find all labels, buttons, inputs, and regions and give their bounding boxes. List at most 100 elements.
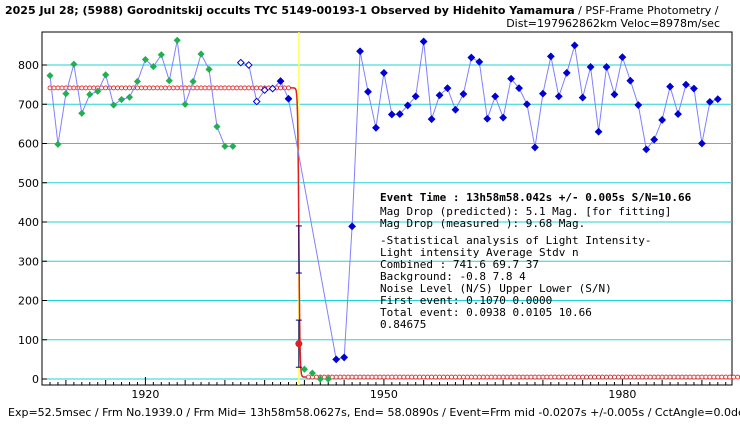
reference-point (110, 101, 118, 109)
model-point (409, 374, 415, 380)
model-point (488, 374, 494, 380)
measured-point (602, 63, 611, 71)
model-point (731, 374, 737, 380)
model-point (162, 85, 168, 91)
model-point (246, 85, 252, 91)
info-line: Mag Drop (measured ): 9.68 Mag. (380, 217, 585, 230)
measured-point (515, 84, 523, 93)
model-point (667, 374, 673, 380)
measured-point (523, 100, 531, 109)
model-point (588, 374, 593, 380)
reference-line (49, 40, 233, 147)
model-point (643, 374, 649, 380)
model-point (500, 374, 506, 380)
measured-point (244, 61, 253, 69)
model-point (83, 85, 89, 91)
model-point (552, 374, 558, 380)
measured-point (395, 110, 404, 118)
reference-point (300, 365, 308, 373)
model-point (305, 374, 311, 380)
measured-point (443, 84, 452, 93)
y-tick-label: 600 (18, 138, 39, 151)
measured-point (491, 92, 500, 101)
measured-point (586, 63, 595, 71)
model-point (123, 85, 128, 91)
model-point (214, 85, 220, 91)
measured-point (666, 82, 675, 91)
footer-text: Exp=52.5msec / Frm No.1939.0 / Frm Mid= … (8, 406, 740, 419)
model-point (663, 374, 669, 380)
y-tick-label: 400 (18, 216, 39, 229)
model-point (524, 374, 530, 380)
reference-point (157, 51, 165, 59)
model-point (616, 374, 621, 380)
model-point (254, 85, 260, 91)
model-point (158, 85, 164, 91)
model-point (536, 374, 542, 380)
model-point (139, 85, 144, 91)
model-point (119, 85, 124, 91)
model-point (683, 374, 689, 380)
model-point (457, 374, 462, 380)
measured-point (427, 115, 436, 124)
model-point (727, 374, 733, 380)
chart-subtitle: Dist=197962862km Veloc=8978m/sec (506, 17, 720, 30)
model-point (449, 374, 454, 380)
model-point (198, 85, 204, 91)
model-point (397, 374, 403, 380)
reference-point (173, 36, 181, 44)
reference-point (46, 72, 54, 80)
model-point (429, 374, 435, 380)
model-point (560, 374, 566, 380)
model-point (405, 374, 411, 380)
model-point (146, 85, 152, 91)
measured-point (364, 87, 372, 96)
reference-point (62, 90, 70, 98)
event-time-label: Event Time : 13h58m58.042s +/- 0.005s S/… (380, 191, 692, 204)
model-point (719, 374, 725, 380)
model-point (115, 85, 120, 91)
model-point (170, 85, 176, 91)
model-point (659, 374, 665, 380)
model-point (381, 374, 387, 380)
measured-point (467, 53, 476, 62)
measured-point (507, 74, 516, 83)
measured-point (538, 89, 547, 98)
model-point (437, 374, 442, 380)
measured-point (419, 37, 428, 46)
measured-point (268, 84, 277, 93)
model-point (623, 374, 629, 380)
model-point (425, 374, 431, 380)
y-tick-label: 700 (18, 98, 39, 111)
chart-title: 2025 Jul 28; (5988) Gorodnitskij occults… (5, 4, 719, 17)
model-point (445, 374, 450, 380)
model-point (556, 374, 562, 380)
model-point (548, 374, 554, 380)
model-point (242, 85, 248, 91)
model-point (51, 85, 57, 91)
model-point (492, 374, 498, 380)
model-point (218, 85, 224, 91)
model-point (600, 374, 605, 380)
plot-area: 0 100 200 300 400 500 600 700 800 1920 1950 1980 (18, 31, 740, 401)
event-point (295, 340, 303, 348)
model-point (508, 374, 514, 380)
measured-point (332, 355, 341, 364)
model-point (127, 85, 132, 91)
model-point (421, 374, 427, 380)
measured-point (626, 76, 635, 85)
measured-point (713, 95, 722, 104)
measured-point (697, 139, 706, 148)
model-point (480, 374, 486, 380)
reference-point (165, 77, 173, 85)
model-point (373, 374, 379, 380)
model-point (484, 374, 490, 380)
model-point (671, 374, 677, 380)
model-point (142, 85, 148, 91)
model-point (540, 374, 546, 380)
model-point (234, 85, 240, 91)
reference-point (229, 142, 237, 150)
model-point (453, 374, 458, 380)
info-line: -Statistical analysis of Light Intensity… (380, 234, 652, 247)
